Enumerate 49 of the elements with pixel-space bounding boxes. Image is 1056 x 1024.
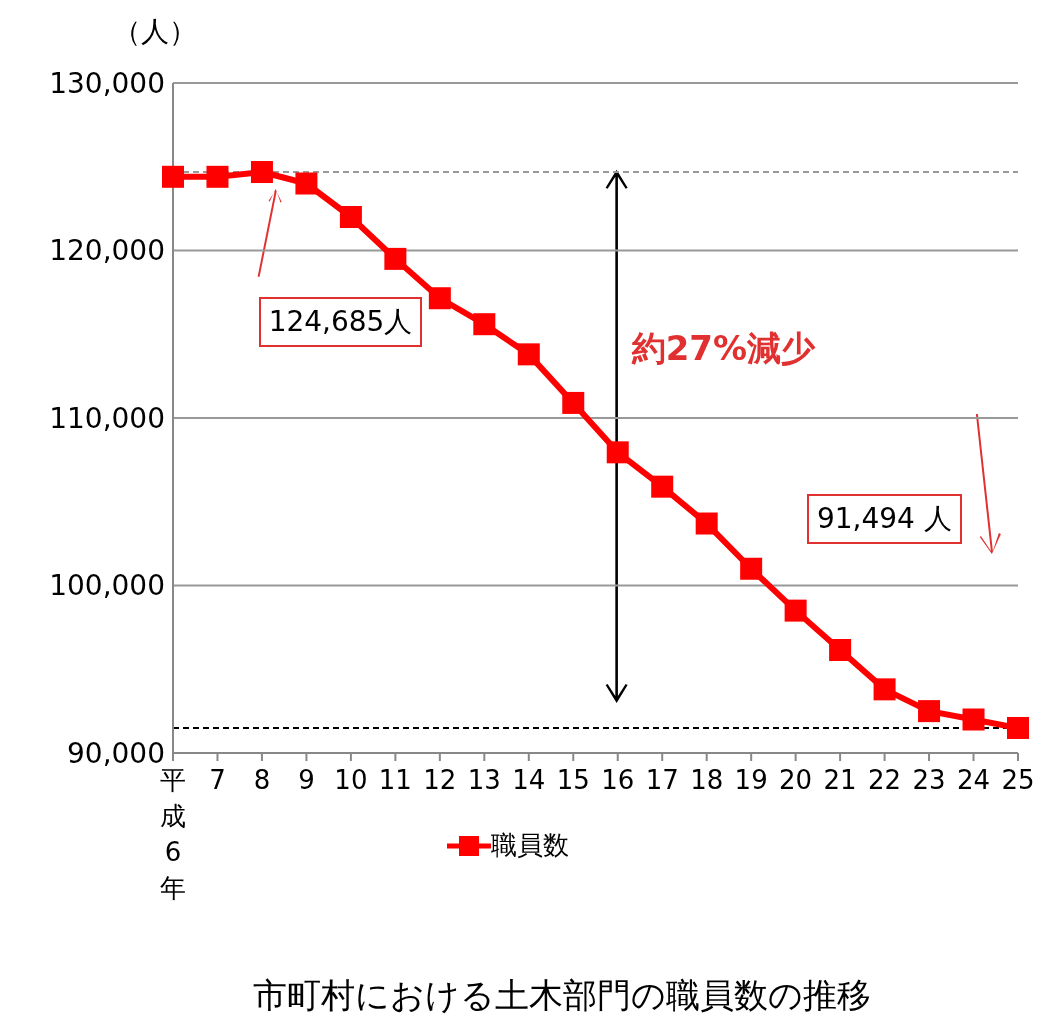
point [250, 161, 273, 184]
x-tick-label: 14 [512, 765, 546, 795]
point [606, 441, 629, 464]
point [562, 391, 585, 414]
point [695, 512, 718, 535]
x-tick-label: 8 [253, 765, 271, 795]
x-tick-label: 21 [823, 765, 857, 795]
x-tick-label: 17 [645, 765, 679, 795]
point [517, 343, 540, 366]
x-tick-label: 24 [956, 765, 991, 795]
point [428, 287, 451, 310]
x-tick-label: 9 [298, 765, 315, 795]
x-tick-label: 10 [334, 765, 368, 795]
point [339, 206, 362, 228]
x-tick-label: 16 [601, 765, 635, 795]
point [740, 557, 763, 580]
annotation: 約27%減少 [631, 327, 816, 371]
legend-label: 職員数 [491, 829, 569, 862]
point [784, 599, 807, 622]
x-tick-label: 11 [378, 765, 412, 795]
x-tick-label: 15 [556, 765, 590, 795]
x-tick-label: 12 [423, 765, 457, 795]
y-tick-label: 110,000 [49, 401, 165, 435]
y-tick-label: 130,000 [49, 66, 165, 100]
point [384, 247, 407, 270]
text: 市町村における土木部門の職員数の推移 [253, 974, 871, 1017]
annotation: 91,494 人 [806, 493, 962, 544]
point [473, 313, 496, 336]
x-tick-label: 7 [209, 765, 226, 795]
point [918, 700, 941, 723]
x-tick-label: 22 [868, 765, 902, 795]
point [829, 638, 852, 661]
x-tick-label: 13 [467, 765, 501, 795]
x-tick-label: 19 [734, 765, 768, 795]
x-tick-label: 20 [779, 765, 813, 795]
point [651, 475, 674, 498]
point [1007, 716, 1029, 739]
point [206, 165, 229, 188]
point [162, 165, 184, 188]
annotation: 124,685人 [258, 296, 423, 347]
y-tick-label: 100,000 [49, 569, 165, 603]
y-tick-label: 120,000 [49, 234, 165, 268]
point [295, 172, 318, 195]
x-tick-label: 25 [1001, 765, 1035, 795]
x-tick-label: 23 [912, 765, 946, 795]
point [873, 678, 896, 701]
y-axis-title: （人） [113, 14, 197, 50]
x-tick-label: 18 [690, 765, 724, 795]
point [962, 708, 985, 731]
